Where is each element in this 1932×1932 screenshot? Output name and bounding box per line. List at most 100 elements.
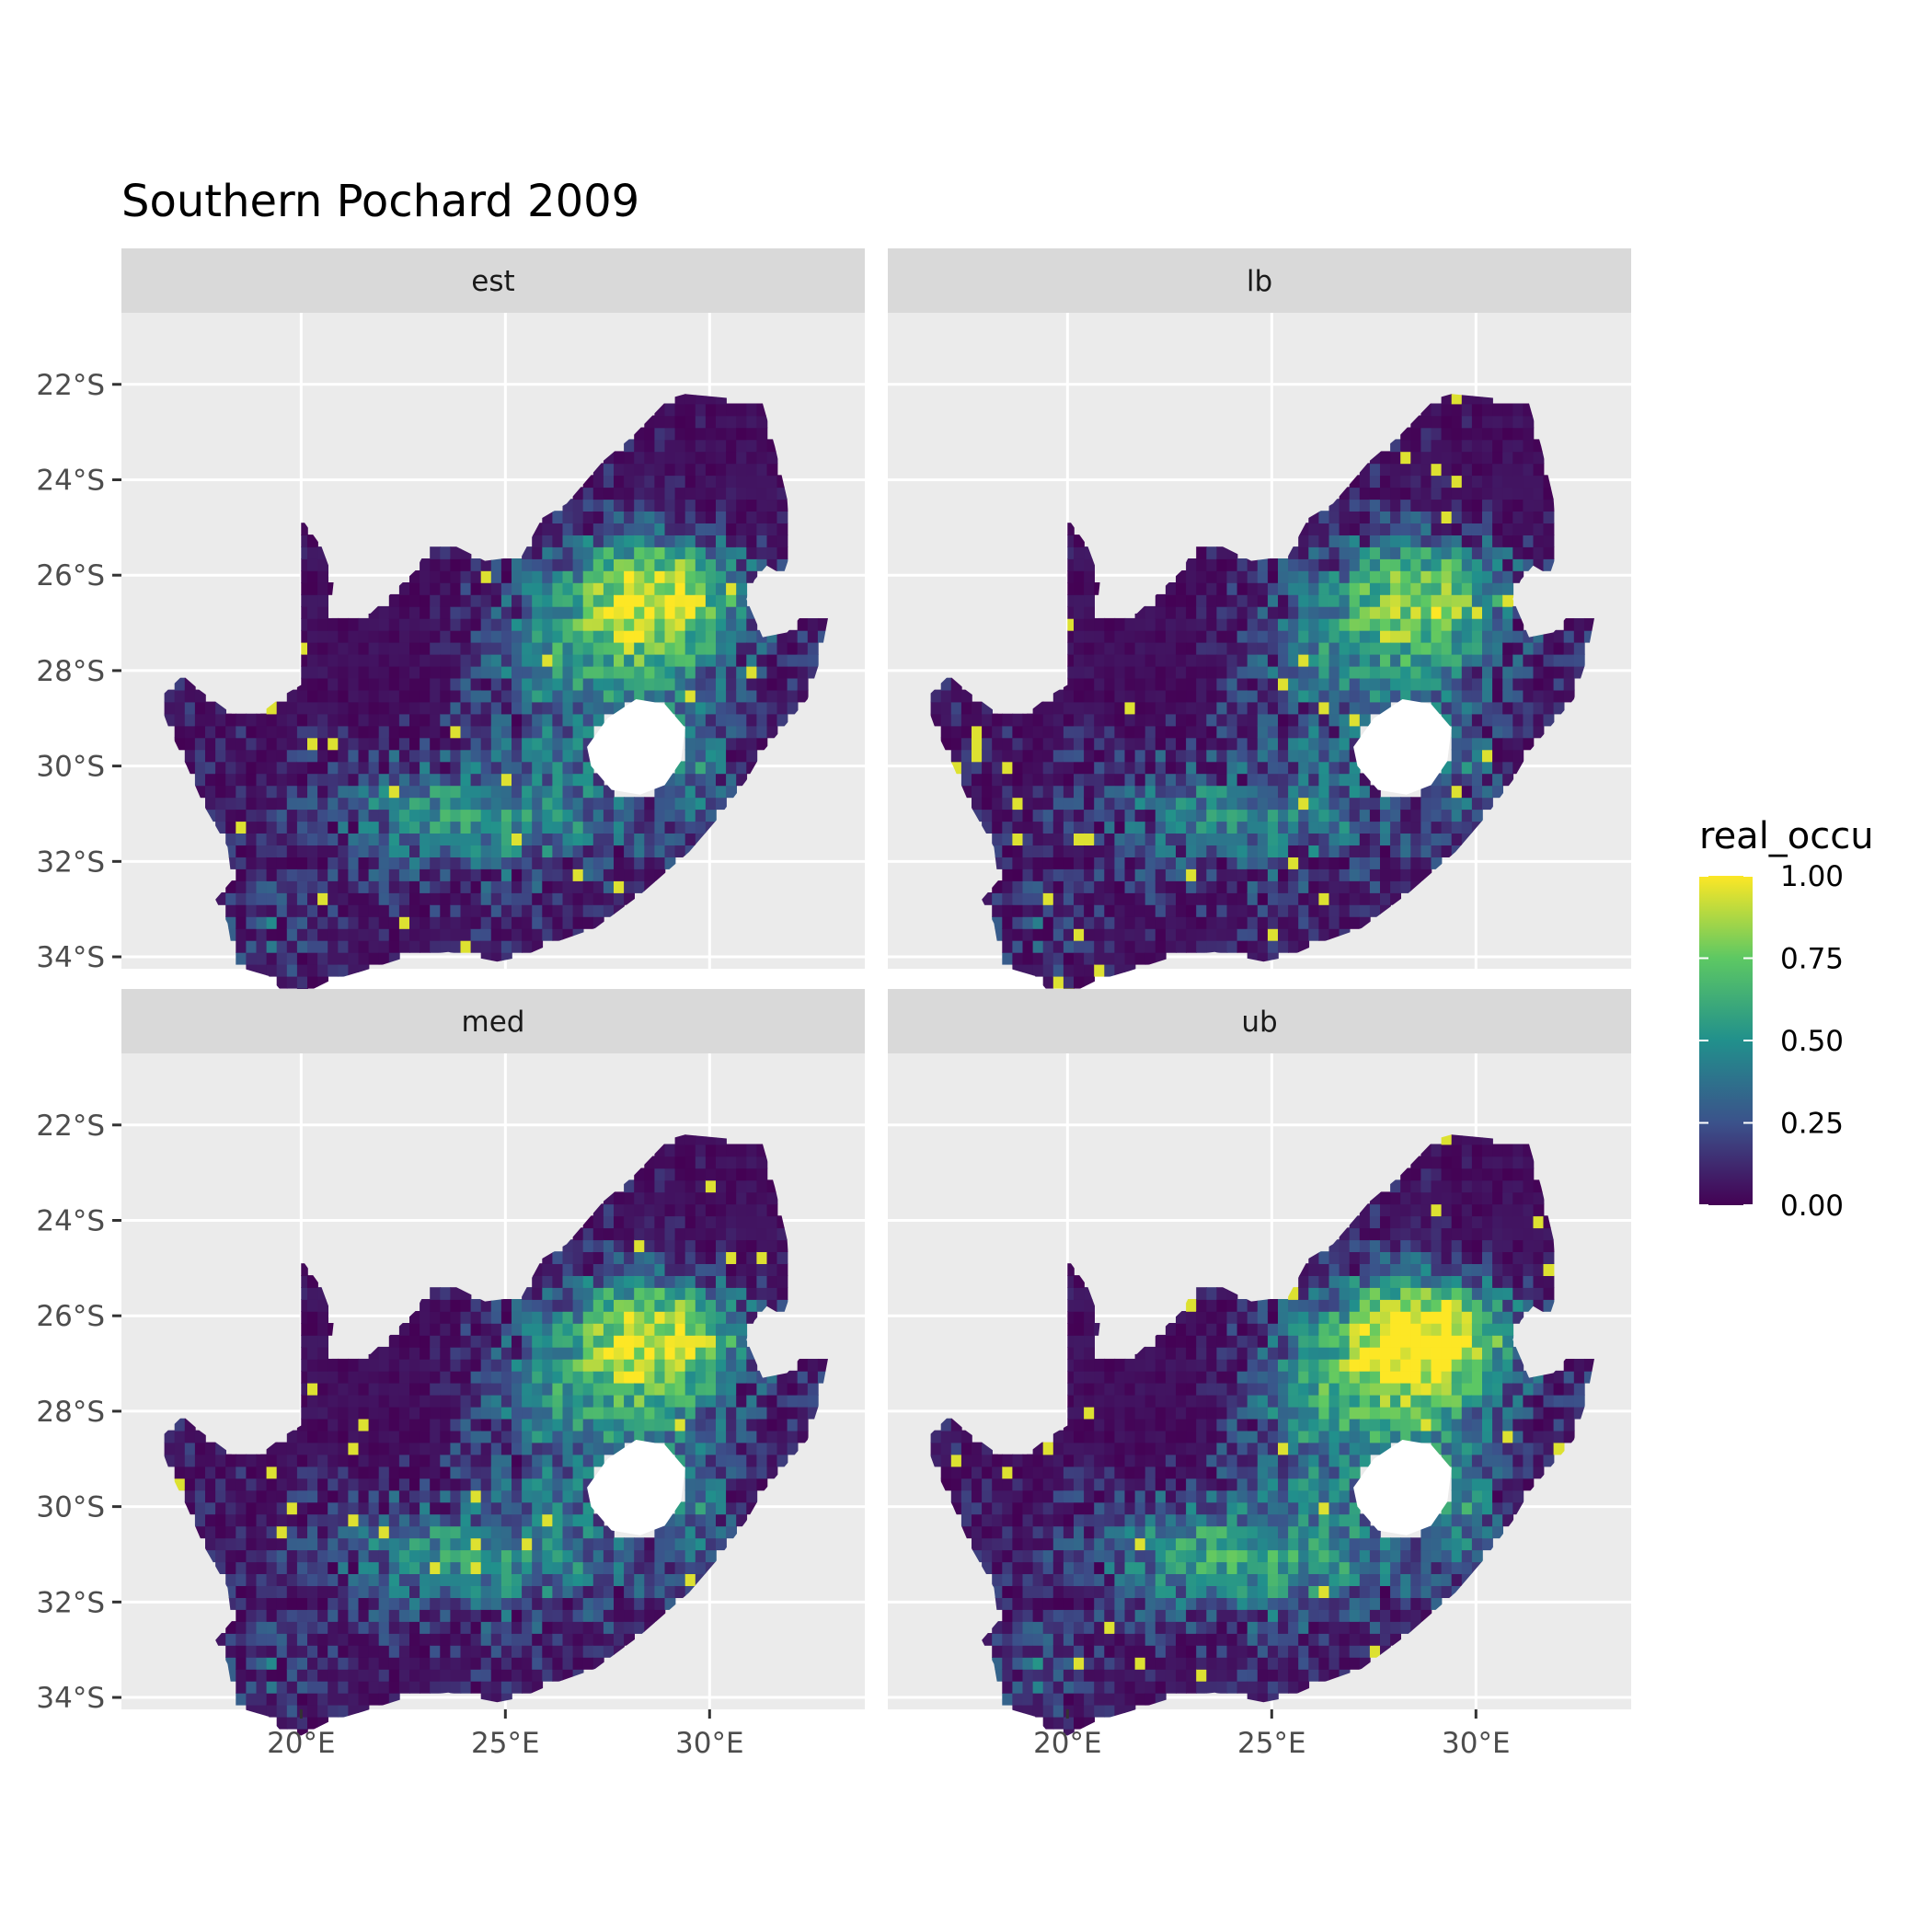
- raster-cell: [1052, 892, 1064, 905]
- raster-cell: [1502, 403, 1514, 417]
- raster-cell: [1298, 916, 1310, 929]
- raster-cell: [1339, 689, 1351, 703]
- raster-cell: [1196, 641, 1208, 655]
- raster-cell: [480, 1418, 492, 1432]
- raster-cell: [572, 1346, 584, 1360]
- raster-cell: [409, 892, 420, 905]
- raster-cell: [266, 1609, 278, 1622]
- raster-cell: [1308, 689, 1320, 703]
- raster-cell: [624, 1251, 635, 1264]
- raster-cell: [532, 629, 544, 643]
- raster-cell: [348, 737, 360, 751]
- raster-cell: [1012, 904, 1024, 917]
- raster-cell: [972, 737, 983, 751]
- raster-cell: [307, 1418, 318, 1432]
- raster-cell: [490, 785, 502, 799]
- raster-cell: [1144, 713, 1156, 727]
- raster-cell: [348, 1406, 360, 1420]
- raster-cell: [1420, 427, 1432, 441]
- raster-cell: [256, 1454, 268, 1467]
- raster-cell: [460, 904, 472, 917]
- raster-cell: [1063, 963, 1075, 977]
- raster-cell: [1410, 570, 1422, 583]
- raster-cell: [1328, 868, 1340, 881]
- raster-cell: [378, 951, 390, 965]
- raster-cell: [532, 1334, 544, 1348]
- raster-cell: [378, 1537, 390, 1551]
- raster-cell: [1431, 773, 1443, 787]
- raster-cell: [490, 653, 502, 667]
- raster-cell: [470, 1573, 482, 1586]
- raster-cell: [1451, 487, 1463, 500]
- raster-cell: [1471, 403, 1483, 417]
- raster-cell: [1196, 617, 1208, 631]
- raster-cell: [440, 570, 452, 583]
- raster-cell: [1441, 394, 1453, 405]
- raster-cell: [1492, 546, 1503, 559]
- raster-cell: [1461, 546, 1473, 559]
- raster-cell: [368, 1346, 380, 1360]
- raster-cell: [276, 939, 288, 953]
- raster-cell: [420, 593, 431, 607]
- raster-cell: [624, 546, 635, 559]
- raster-cell: [480, 1549, 492, 1563]
- raster-cell: [430, 1454, 442, 1467]
- raster-cell: [972, 773, 983, 787]
- raster-cell: [664, 857, 676, 869]
- raster-cell: [348, 1442, 360, 1455]
- raster-cell: [440, 1430, 452, 1443]
- raster-cell: [215, 761, 226, 775]
- raster-cell: [614, 1394, 625, 1408]
- raster-cell: [184, 749, 196, 763]
- raster-cell: [1431, 605, 1443, 619]
- raster-cell: [500, 1537, 512, 1551]
- raster-cell: [246, 785, 258, 799]
- raster-cell: [246, 1454, 258, 1467]
- raster-cell: [1206, 713, 1218, 727]
- raster-cell: [368, 1418, 380, 1432]
- raster-cell: [522, 713, 533, 727]
- raster-cell: [440, 1549, 452, 1563]
- raster-cell: [338, 677, 350, 691]
- raster-cell: [1298, 653, 1310, 667]
- raster-cell: [1032, 868, 1044, 881]
- raster-cell: [276, 1633, 288, 1646]
- raster-cell: [644, 427, 656, 441]
- raster-cell: [328, 833, 339, 845]
- raster-cell: [592, 629, 604, 643]
- raster-cell: [450, 605, 462, 619]
- raster-cell: [236, 1466, 247, 1479]
- raster-cell: [430, 1370, 442, 1384]
- raster-cell: [1512, 558, 1524, 571]
- raster-cell: [420, 737, 431, 751]
- raster-cell: [440, 1418, 452, 1432]
- raster-cell: [522, 927, 533, 941]
- raster-cell: [430, 1680, 442, 1694]
- raster-cell: [592, 1633, 604, 1646]
- raster-cell: [572, 1334, 584, 1348]
- raster-cell: [1155, 785, 1167, 799]
- raster-cell: [695, 499, 707, 512]
- raster-cell: [307, 1680, 318, 1694]
- raster-cell: [398, 1418, 410, 1432]
- raster-cell: [684, 797, 696, 811]
- raster-cell: [266, 797, 278, 811]
- raster-cell: [1583, 629, 1594, 643]
- raster-cell: [358, 737, 370, 751]
- raster-cell: [368, 1573, 380, 1586]
- raster-cell: [582, 1466, 594, 1479]
- raster-cell: [1298, 665, 1310, 679]
- raster-cell: [674, 617, 686, 631]
- raster-cell: [1226, 582, 1238, 595]
- raster-cell: [1471, 761, 1483, 775]
- raster-cell: [1420, 511, 1432, 523]
- raster-cell: [194, 1501, 206, 1515]
- raster-cell: [409, 1680, 420, 1694]
- raster-cell: [1257, 725, 1269, 739]
- raster-cell: [522, 1323, 533, 1336]
- raster-cell: [307, 1537, 318, 1551]
- raster-cell: [470, 809, 482, 822]
- raster-cell: [603, 689, 615, 703]
- raster-cell: [1492, 641, 1503, 655]
- raster-cell: [1359, 785, 1371, 799]
